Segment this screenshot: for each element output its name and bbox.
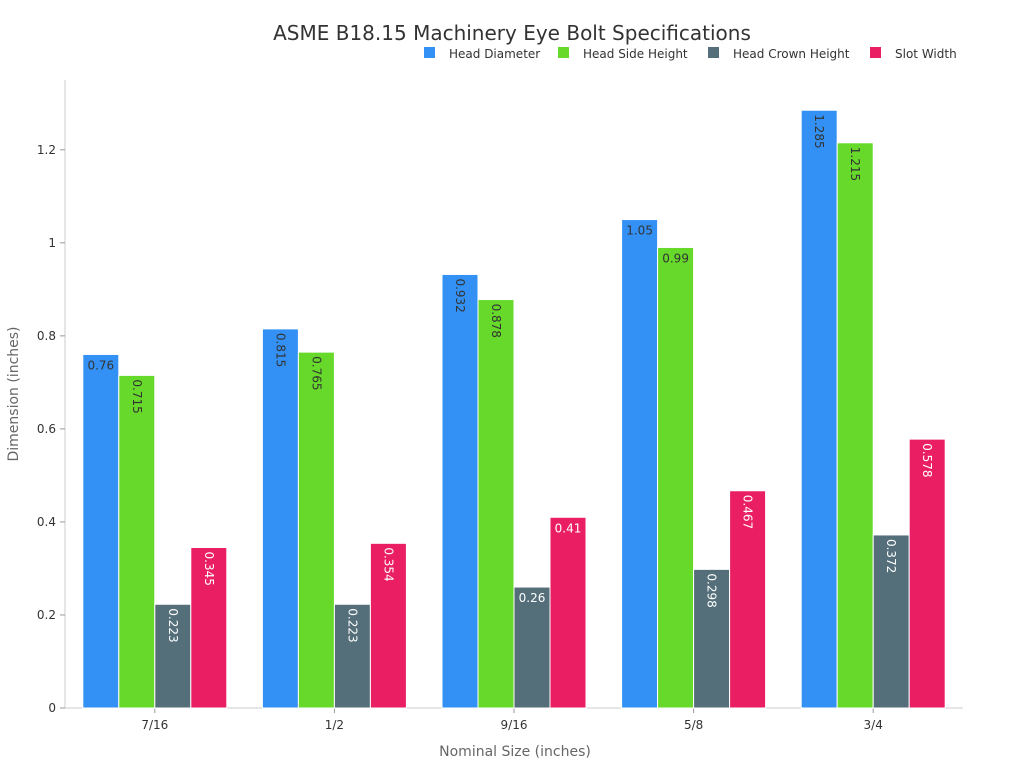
y-tick-label: 1	[48, 236, 56, 250]
legend-swatch	[558, 47, 569, 58]
data-label: 0.815	[273, 333, 287, 367]
y-axis: 0 0.2 0.4 0.6 0.8 1 1.2	[37, 80, 66, 715]
data-label: 0.76	[87, 358, 114, 372]
bar	[82, 353, 120, 709]
bar	[190, 547, 228, 709]
data-label: 0.467	[741, 495, 755, 529]
legend-label: Head Side Height	[583, 47, 688, 61]
data-label: 0.715	[130, 379, 144, 413]
chart-title: ASME B18.15 Machinery Eye Bolt Specifica…	[273, 21, 751, 45]
y-tick-label: 0	[48, 701, 56, 715]
bar	[549, 516, 587, 709]
legend: Head Diameter Head Side Height Head Crown …	[424, 47, 957, 61]
x-tick-label: 7/16	[141, 718, 168, 732]
y-tick-label: 1.2	[37, 143, 56, 157]
data-label: 0.223	[345, 608, 359, 642]
x-tick-label: 9/16	[501, 718, 528, 732]
data-label: 0.298	[705, 573, 719, 607]
bar	[333, 603, 371, 709]
legend-label: Head Diameter	[449, 47, 540, 61]
data-label: 0.354	[381, 547, 395, 581]
legend-label: Slot Width	[895, 47, 957, 61]
bar	[369, 542, 407, 709]
bar	[729, 490, 767, 709]
bar	[657, 246, 695, 709]
bar	[261, 328, 299, 709]
bar	[118, 374, 156, 709]
data-label: 0.26	[519, 591, 546, 605]
data-label: 0.932	[453, 278, 467, 312]
data-label: 1.285	[812, 114, 826, 148]
legend-swatch	[424, 47, 435, 58]
bar	[621, 219, 659, 709]
data-label: 0.372	[884, 539, 898, 573]
y-tick-label: 0.2	[37, 608, 56, 622]
x-tick-label: 5/8	[684, 718, 703, 732]
bar	[800, 109, 838, 709]
x-axis-label: Nominal Size (inches)	[439, 744, 591, 760]
bar	[477, 299, 515, 709]
bar	[908, 438, 946, 709]
bars: 0.76 0.715 0.223 0.345 0.815 0.765 0.223 0.354 0…	[82, 109, 946, 709]
data-label: 0.223	[166, 608, 180, 642]
data-label: 0.41	[555, 521, 582, 535]
bar	[872, 534, 910, 709]
bar	[513, 586, 551, 709]
bar	[297, 351, 335, 709]
bar	[836, 142, 874, 709]
legend-label: Head Crown Height	[733, 47, 850, 61]
y-axis-label: Dimension (inches)	[6, 326, 22, 461]
y-tick-label: 0.6	[37, 422, 56, 436]
y-tick-label: 0.8	[37, 329, 56, 343]
data-label: 0.878	[489, 304, 503, 338]
data-label: 1.215	[848, 147, 862, 181]
data-label: 0.765	[309, 356, 323, 390]
data-label: 0.345	[202, 552, 216, 586]
x-axis: 7/16 1/2 9/16 5/8 3/4	[65, 707, 963, 732]
x-tick-label: 3/4	[864, 718, 883, 732]
data-label: 1.05	[626, 224, 653, 238]
legend-swatch	[708, 47, 719, 58]
data-label: 0.578	[920, 443, 934, 477]
y-tick-label: 0.4	[37, 515, 56, 529]
x-tick-label: 1/2	[325, 718, 344, 732]
legend-swatch	[870, 47, 881, 58]
bar	[441, 273, 479, 709]
data-label: 0.99	[662, 251, 689, 265]
